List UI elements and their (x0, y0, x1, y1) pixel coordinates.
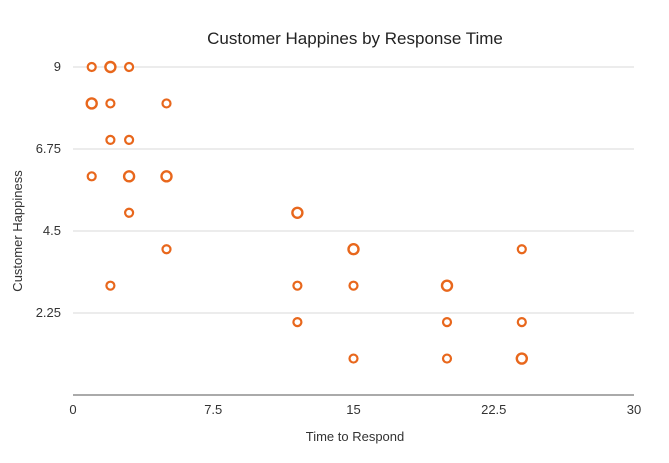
data-point (348, 353, 359, 364)
data-point (161, 98, 172, 109)
x-tick-label: 22.5 (481, 402, 506, 417)
x-axis-label: Time to Respond (306, 429, 405, 444)
x-tick-label: 15 (346, 402, 360, 417)
data-point (105, 98, 116, 109)
data-point (348, 280, 359, 291)
data-point (291, 206, 304, 219)
data-point (105, 280, 116, 291)
data-point (86, 61, 97, 73)
data-point (441, 317, 453, 328)
data-point (516, 244, 527, 255)
data-point (122, 170, 136, 183)
data-point (160, 170, 173, 183)
data-point (347, 243, 360, 256)
data-point (161, 244, 172, 255)
gridlines (73, 66, 634, 314)
y-axis-label: Customer Happiness (10, 170, 25, 292)
data-point (85, 97, 98, 110)
data-point (105, 134, 116, 145)
y-tick-label: 4.5 (43, 223, 61, 238)
data-points (85, 60, 528, 365)
y-axis-ticks: 2.25 4.5 6.75 9 (36, 59, 61, 320)
data-point (86, 171, 97, 182)
y-tick-label: 2.25 (36, 305, 61, 320)
data-point (104, 60, 117, 74)
y-tick-label: 9 (54, 59, 61, 74)
x-tick-label: 0 (69, 402, 76, 417)
data-point (124, 207, 135, 218)
data-point (124, 134, 135, 145)
y-tick-label: 6.75 (36, 141, 61, 156)
chart-title: Customer Happines by Response Time (207, 29, 503, 48)
data-point (440, 279, 454, 292)
data-point (441, 353, 453, 364)
data-point (124, 61, 135, 73)
data-point (516, 317, 527, 328)
data-point (292, 317, 303, 328)
x-tick-label: 7.5 (204, 402, 222, 417)
x-axis-ticks: 0 7.5 15 22.5 30 (69, 402, 641, 417)
x-tick-label: 30 (627, 402, 641, 417)
data-point (515, 352, 528, 365)
data-point (292, 280, 303, 291)
